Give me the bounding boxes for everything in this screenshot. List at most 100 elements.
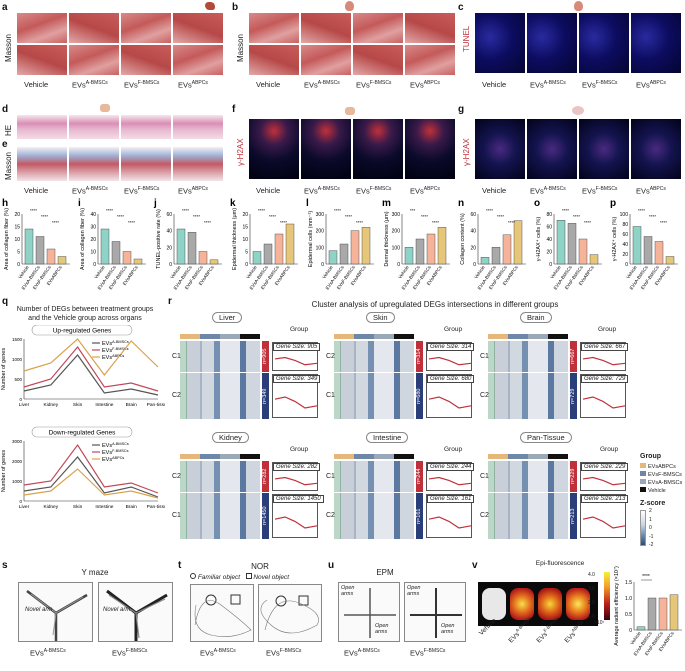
trend-line-top — [274, 476, 317, 486]
q-organ-up-2: Skin — [73, 402, 83, 408]
group-color-strip — [180, 334, 261, 339]
micrograph-e-2 — [68, 146, 120, 182]
caption-f-vehicle: Vehicle — [256, 186, 281, 195]
micrograph-d-2 — [68, 114, 120, 140]
caption-g-vehicle: Vehicle — [482, 186, 507, 195]
tick-l-1: 100 — [316, 245, 325, 251]
trend-line-top — [274, 356, 317, 366]
tick-l-3: 300 — [316, 212, 325, 218]
cluster-n-bar-bot: n=1450 — [262, 493, 269, 539]
bar-chart-o: oγ-H2AX⁺ cells (%)020406080VehicleEVsA-B… — [534, 198, 602, 291]
zscore-tick: 1 — [649, 516, 652, 523]
cluster-n-bot: n=349 — [262, 388, 268, 404]
group-strip-cell — [246, 454, 254, 459]
caption-base: EVs — [507, 631, 521, 645]
cluster-group-label: Group — [290, 446, 309, 453]
caption-sup: F-BMSCs — [137, 80, 160, 86]
caption-sup: F-BMSCs — [125, 648, 148, 654]
v-tick-3: 1.5 — [625, 580, 632, 586]
organ-tag-intestine: Intestine — [366, 432, 409, 443]
tick-m-2: 200 — [392, 229, 401, 235]
epm-trace-1: Open arms Open arms — [338, 582, 400, 642]
group-strip-cell — [233, 334, 241, 339]
caption-g-abpc: EVsABPCs — [636, 186, 666, 196]
micrograph-b-3-bottom — [352, 44, 404, 76]
caption-sup: ABPCs — [191, 186, 208, 192]
panel-label-a: a — [2, 2, 8, 13]
q-tick-up-0: 0 — [19, 397, 22, 402]
v-tick-1: 0.5 — [625, 612, 632, 618]
bar-p-3 — [665, 256, 675, 265]
cluster-label-top: C1 — [326, 472, 335, 480]
q-tick-down-2: 2000 — [12, 459, 23, 464]
bar-k-1 — [263, 243, 273, 265]
caption-base: EVs — [636, 186, 650, 196]
organ-tag-skin: Skin — [366, 312, 395, 323]
group-strip-cell — [514, 454, 522, 459]
trend-line-bot — [582, 396, 625, 409]
panel-label-e: e — [2, 139, 8, 150]
group-strip-cell — [180, 454, 187, 459]
caption-base: EVs — [410, 80, 424, 90]
tick-o-4: 80 — [546, 212, 552, 218]
nor-svg-2 — [260, 595, 319, 634]
q-title-line2: and the Vehicle group across organs — [28, 315, 142, 322]
group-strip-cell — [334, 454, 341, 459]
group-strip-cell — [367, 454, 375, 459]
tick-n-2: 40 — [470, 229, 476, 235]
group-strip-cell — [193, 454, 201, 459]
cluster-n-top: n=667 — [570, 348, 576, 365]
cluster-n-bot: n=213 — [570, 508, 576, 524]
group-strip-cell — [246, 334, 254, 339]
stain-label-h2ax-g: γ-H2AX — [462, 138, 471, 166]
sig-h-0: **** — [30, 208, 37, 213]
bar-o-3 — [589, 254, 599, 265]
q-organ-down-1: Kidney — [43, 504, 58, 510]
panel-label-q: q — [2, 296, 9, 307]
micrograph-g-1 — [474, 118, 526, 180]
micrograph-a-1-bottom — [16, 44, 68, 76]
cluster-skin: Skin Group C2 n=314 Gene Size: 314 C1 n=680 Gen… — [326, 312, 475, 424]
y-maze-trace-2: Novel arm — [98, 582, 173, 642]
cluster-label-bot: C2 — [326, 512, 335, 519]
brain-image-abmsc — [510, 588, 534, 620]
bar-k-3 — [285, 223, 295, 265]
novel-arm-label-1: Novel arm — [25, 607, 53, 613]
caption-b-abpc: EVsABPCs — [410, 80, 440, 90]
heatmap — [180, 461, 260, 539]
q-series-up-2 — [23, 338, 159, 376]
v-bar-2 — [658, 597, 668, 631]
ylabel-n: Collagen content (%) — [460, 213, 466, 265]
heatmap — [334, 461, 414, 539]
q-ylabel-down: Number of genes — [1, 450, 7, 492]
q-legend-base: EVs — [102, 341, 112, 347]
group-strip-cell — [501, 454, 509, 459]
r-legend-swatch — [640, 463, 646, 468]
tick-k-3: 15 — [242, 225, 248, 231]
caption-base: EVs — [304, 186, 318, 196]
cluster-n-bar-bot: n=349 — [262, 373, 269, 419]
r-legend-title: Group — [640, 453, 661, 460]
panel-label-i: i — [78, 198, 81, 209]
micrograph-e-1 — [16, 146, 68, 182]
q-tick-up-3: 1500 — [12, 337, 23, 342]
group-strip-cell — [508, 334, 515, 339]
panel-label-n: n — [458, 198, 464, 209]
q-legend-sup: ABPCs — [112, 354, 124, 358]
cluster-divider — [334, 492, 414, 493]
q-tick-up-2: 1000 — [12, 357, 23, 362]
group-strip-cell — [387, 454, 395, 459]
panel-label-m: m — [382, 198, 391, 209]
r-legend-text: EVsF-BMSCs — [648, 472, 682, 478]
gene-size-bot: Gene Size: 349 — [273, 375, 321, 383]
sig-n-1: **** — [497, 214, 504, 219]
ylabel-j: TUNEL-positive rate (%) — [156, 209, 162, 269]
caption-sup: F-BMSCs — [595, 80, 618, 86]
familiar-object-icon — [190, 573, 196, 579]
open-arms-label-1a: Open arms — [341, 585, 355, 597]
cluster-n-bar-bot: n=213 — [570, 493, 577, 539]
tick-h-2: 10 — [14, 237, 20, 243]
